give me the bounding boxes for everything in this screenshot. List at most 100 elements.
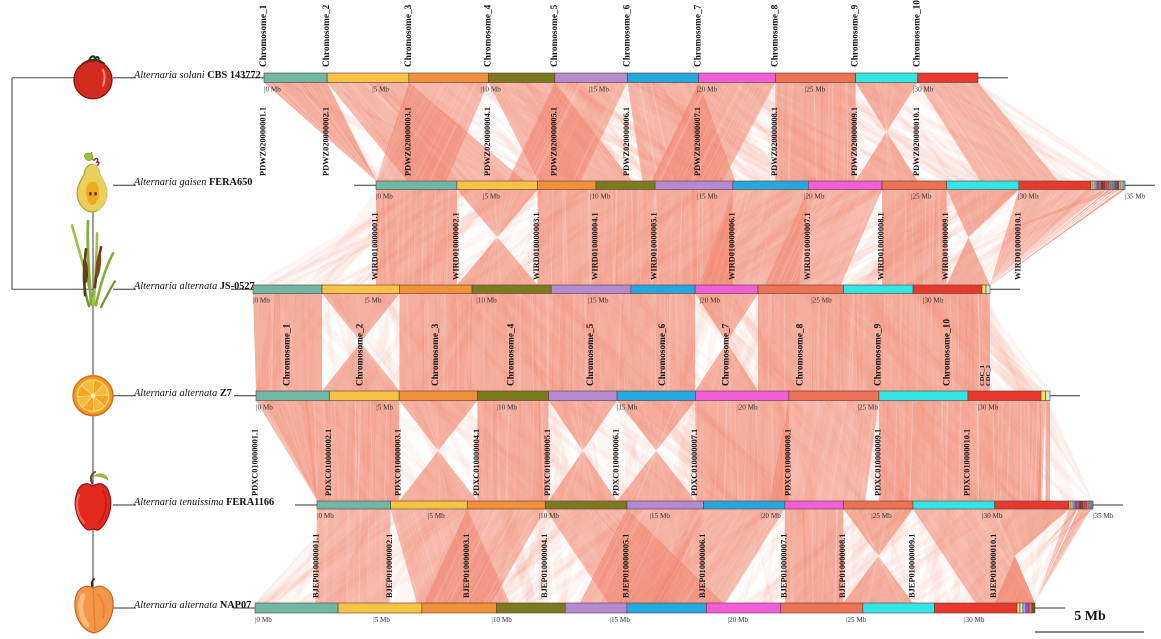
svg-text:PDXC010000010.1: PDXC010000010.1 — [962, 429, 971, 496]
svg-text:PDXC010000008.1: PDXC010000008.1 — [783, 429, 792, 496]
svg-text:PDXC010000001.1: PDXC010000001.1 — [251, 429, 260, 496]
svg-text:PDXC010000002.1: PDXC010000002.1 — [324, 429, 333, 496]
svg-text:Chromosome_3: Chromosome_3 — [404, 4, 414, 67]
svg-text:|20 Mb: |20 Mb — [737, 404, 758, 412]
svg-text:|30 Mb: |30 Mb — [964, 616, 985, 624]
svg-text:|20 Mb: |20 Mb — [728, 616, 749, 624]
svg-text:BJEP010000005.1: BJEP010000005.1 — [622, 534, 631, 598]
svg-text:Chromosome_1: Chromosome_1 — [259, 4, 269, 67]
svg-text:WIRD010000010.1: WIRD010000010.1 — [1013, 212, 1022, 280]
svg-text:|0 Mb: |0 Mb — [264, 86, 281, 94]
svg-text:WIRD010000003.1: WIRD010000003.1 — [532, 212, 541, 280]
svg-text:PDWZ020000010.1: PDWZ020000010.1 — [912, 107, 921, 176]
svg-text:WIRD010000005.1: WIRD010000005.1 — [650, 212, 659, 280]
svg-text:|30 Mb: |30 Mb — [913, 86, 934, 94]
svg-text:|25 Mb: |25 Mb — [846, 616, 867, 624]
svg-text:BJEP010000010.1: BJEP010000010.1 — [989, 534, 998, 598]
svg-text:WIRD010000006.1: WIRD010000006.1 — [727, 212, 736, 280]
svg-text:|5 Mb: |5 Mb — [483, 193, 500, 201]
svg-text:|15 Mb: |15 Mb — [589, 86, 610, 94]
svg-text:Chromosome_2: Chromosome_2 — [356, 323, 366, 386]
svg-text:Chromosome_9: Chromosome_9 — [873, 323, 883, 386]
svg-text:PDXC010000007.1: PDXC010000007.1 — [690, 429, 699, 496]
svg-text:CDC_2: CDC_2 — [985, 364, 992, 386]
svg-text:PDWZ020000007.1: PDWZ020000007.1 — [693, 107, 702, 176]
svg-text:|10 Mb: |10 Mb — [590, 193, 611, 201]
svg-text:|30 Mb: |30 Mb — [978, 404, 999, 412]
svg-text:|20 Mb: |20 Mb — [700, 297, 721, 305]
svg-text:|0 Mb: |0 Mb — [376, 193, 393, 201]
svg-text:Chromosome_9: Chromosome_9 — [851, 4, 861, 67]
svg-text:|15 Mb: |15 Mb — [610, 616, 631, 624]
svg-text:|30 Mb: |30 Mb — [1018, 193, 1039, 201]
svg-text:Chromosome_10: Chromosome_10 — [913, 0, 923, 67]
svg-text:Chromosome_4: Chromosome_4 — [484, 4, 494, 67]
svg-text:PDWZ020000001.1: PDWZ020000001.1 — [259, 107, 268, 176]
svg-text:|15 Mb: |15 Mb — [697, 193, 718, 201]
svg-text:BJEP010000006.1: BJEP010000006.1 — [698, 534, 707, 598]
svg-text:PDWZ020000009.1: PDWZ020000009.1 — [850, 107, 859, 176]
svg-text:|10 Mb: |10 Mb — [476, 297, 497, 305]
svg-text:PDXC010000004.1: PDXC010000004.1 — [472, 429, 481, 496]
svg-text:PDXC010000009.1: PDXC010000009.1 — [873, 429, 882, 496]
svg-text:Chromosome_6: Chromosome_6 — [622, 4, 632, 67]
svg-text:|25 Mb: |25 Mb — [858, 404, 879, 412]
svg-text:Chromosome_8: Chromosome_8 — [796, 323, 806, 386]
svg-text:WIRD010000008.1: WIRD010000008.1 — [877, 212, 886, 280]
svg-text:PDWZ020000002.1: PDWZ020000002.1 — [322, 107, 331, 176]
svg-text:|15 Mb: |15 Mb — [588, 297, 609, 305]
svg-text:BJEP010000003.1: BJEP010000003.1 — [462, 534, 471, 598]
svg-text:BJEP010000007.1: BJEP010000007.1 — [779, 534, 788, 598]
svg-text:|20 Mb: |20 Mb — [697, 86, 718, 94]
svg-text:|0 Mb: |0 Mb — [256, 404, 273, 412]
svg-text:WIRD010000002.1: WIRD010000002.1 — [451, 212, 460, 280]
svg-text:|30 Mb: |30 Mb — [923, 297, 944, 305]
svg-text:Chromosome_4: Chromosome_4 — [507, 323, 517, 386]
svg-text:PDWZ020000004.1: PDWZ020000004.1 — [483, 107, 492, 176]
svg-text:BJEP010000004.1: BJEP010000004.1 — [540, 534, 549, 598]
svg-text:Chromosome_10: Chromosome_10 — [943, 319, 953, 386]
svg-text:Chromosome_5: Chromosome_5 — [550, 4, 560, 67]
svg-text:|5 Mb: |5 Mb — [365, 297, 382, 305]
svg-text:|35 Mb: |35 Mb — [1125, 193, 1146, 201]
svg-text:WIRD010000007.1: WIRD010000007.1 — [803, 212, 812, 280]
svg-text:PDXC010000003.1: PDXC010000003.1 — [394, 429, 403, 496]
svg-text:WIRD010000001.1: WIRD010000001.1 — [371, 212, 380, 280]
svg-text:|10 Mb: |10 Mb — [480, 86, 501, 94]
svg-text:Chromosome_7: Chromosome_7 — [694, 4, 704, 67]
svg-text:WIRD010000009.1: WIRD010000009.1 — [941, 212, 950, 280]
svg-text:Chromosome_2: Chromosome_2 — [322, 4, 332, 67]
svg-text:|10 Mb: |10 Mb — [491, 616, 512, 624]
svg-text:Chromosome_6: Chromosome_6 — [658, 323, 668, 386]
svg-text:BJEP010000002.1: BJEP010000002.1 — [385, 534, 394, 598]
svg-text:|5 Mb: |5 Mb — [428, 512, 445, 520]
svg-text:BJEP010000009.1: BJEP010000009.1 — [908, 534, 917, 598]
svg-text:|0 Mb: |0 Mb — [253, 297, 270, 305]
svg-text:PDXC010000005.1: PDXC010000005.1 — [543, 429, 552, 496]
svg-text:5 Mb: 5 Mb — [1074, 609, 1106, 624]
svg-text:|25 Mb: |25 Mb — [805, 86, 826, 94]
svg-text:Chromosome_5: Chromosome_5 — [586, 323, 596, 386]
svg-text:WIRD010000004.1: WIRD010000004.1 — [591, 212, 600, 280]
svg-text:|20 Mb: |20 Mb — [804, 193, 825, 201]
svg-text:PDXC010000006.1: PDXC010000006.1 — [612, 429, 621, 496]
svg-text:Chromosome_7: Chromosome_7 — [722, 323, 732, 386]
svg-text:|10 Mb: |10 Mb — [497, 404, 518, 412]
svg-text:|25 Mb: |25 Mb — [811, 297, 832, 305]
svg-text:|25 Mb: |25 Mb — [871, 512, 892, 520]
svg-text:|5 Mb: |5 Mb — [373, 616, 390, 624]
svg-text:|15 Mb: |15 Mb — [617, 404, 638, 412]
svg-text:|0 Mb: |0 Mb — [255, 616, 272, 624]
svg-text:Chromosome_3: Chromosome_3 — [431, 323, 441, 386]
svg-text:PDWZ020000005.1: PDWZ020000005.1 — [549, 107, 558, 176]
svg-text:|5 Mb: |5 Mb — [376, 404, 393, 412]
svg-text:PDWZ020000003.1: PDWZ020000003.1 — [403, 107, 412, 176]
svg-text:|20 Mb: |20 Mb — [760, 512, 781, 520]
svg-text:PDWZ020000006.1: PDWZ020000006.1 — [622, 107, 631, 176]
svg-text:PDWZ020000008.1: PDWZ020000008.1 — [770, 107, 779, 176]
svg-text:BJEP010000001.1: BJEP010000001.1 — [312, 534, 321, 598]
svg-text:|35 Mb: |35 Mb — [1093, 512, 1114, 520]
svg-text:|5 Mb: |5 Mb — [372, 86, 389, 94]
svg-text:|30 Mb: |30 Mb — [982, 512, 1003, 520]
svg-text:Chromosome_8: Chromosome_8 — [770, 4, 780, 67]
